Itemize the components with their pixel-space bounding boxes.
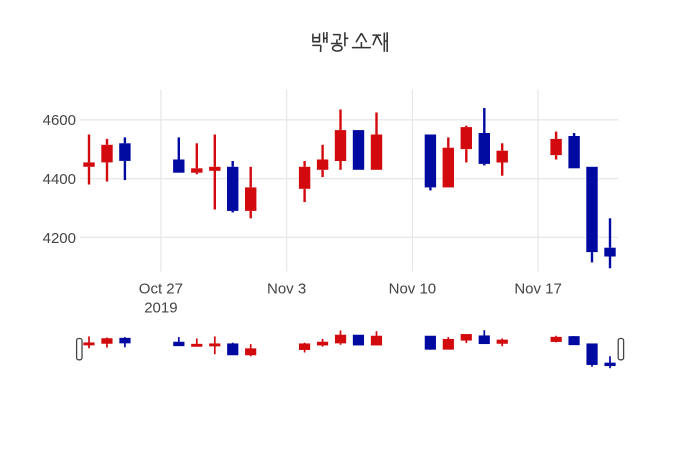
svg-text:Nov 17: Nov 17 — [514, 280, 562, 297]
svg-text:4600: 4600 — [43, 112, 76, 129]
svg-text:4200: 4200 — [43, 230, 76, 247]
svg-text:Nov 3: Nov 3 — [267, 280, 306, 297]
svg-text:Oct 27: Oct 27 — [139, 280, 183, 297]
svg-text:4400: 4400 — [43, 171, 76, 188]
svg-text:2019: 2019 — [144, 300, 177, 317]
svg-text:Nov 10: Nov 10 — [389, 280, 437, 297]
